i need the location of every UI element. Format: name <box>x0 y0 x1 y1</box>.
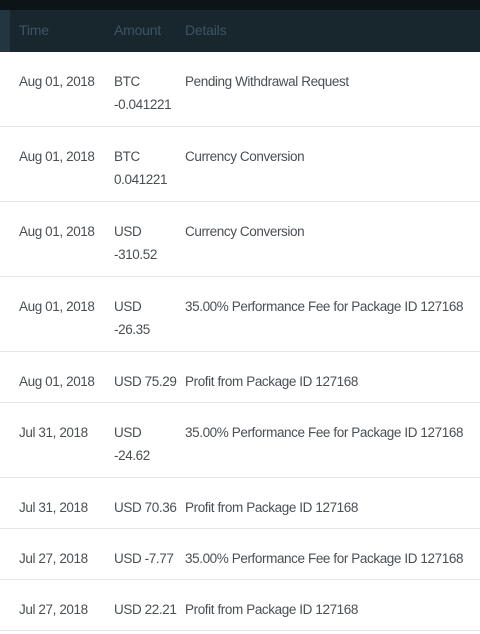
amount-line: USD <box>114 299 142 314</box>
row-details: 35.00% Performance Fee for Package ID 12… <box>185 299 464 314</box>
row-time: Aug 01, 2018 <box>19 224 95 239</box>
row-amount: USD -7.77 <box>114 547 174 570</box>
row-details: Profit from Package ID 127168 <box>185 602 358 617</box>
row-amount: BTC 0.041221 <box>114 145 168 191</box>
row-amount: USD 22.21 <box>114 598 177 621</box>
amount-line: USD 75.29 <box>114 374 177 389</box>
row-amount: USD 70.36 <box>114 496 177 519</box>
row-details: 35.00% Performance Fee for Package ID 12… <box>185 551 464 566</box>
row-details: Profit from Package ID 127168 <box>185 374 358 389</box>
amount-line: -0.041221 <box>114 97 172 112</box>
amount-line: -26.35 <box>114 322 150 337</box>
row-details: Profit from Package ID 127168 <box>185 500 358 515</box>
amount-line: USD 22.21 <box>114 602 177 617</box>
table-header: Time Amount Details <box>0 10 480 52</box>
amount-line: BTC <box>114 74 140 89</box>
table-row[interactable]: Jul 27, 2018 USD 22.21 Profit from Package… <box>0 580 480 631</box>
column-header-time[interactable]: Time <box>19 22 49 38</box>
row-amount: BTC -0.041221 <box>114 70 172 116</box>
row-details: 35.00% Performance Fee for Package ID 12… <box>185 425 464 440</box>
table-row[interactable]: Aug 01, 2018 USD -26.35 35.00% Performance … <box>0 277 480 352</box>
header-accent <box>0 10 10 52</box>
column-header-details[interactable]: Details <box>185 22 227 38</box>
column-header-amount[interactable]: Amount <box>114 22 162 38</box>
table-row[interactable]: Aug 01, 2018 USD -310.52 Currency Conversio… <box>0 202 480 277</box>
row-details: Currency Conversion <box>185 149 305 164</box>
row-time: Aug 01, 2018 <box>19 74 95 89</box>
row-amount: USD 75.29 <box>114 370 177 393</box>
table-row[interactable]: Aug 01, 2018 BTC -0.041221 Pending Withdraw… <box>0 52 480 127</box>
amount-line: BTC <box>114 149 140 164</box>
top-bar <box>0 0 480 10</box>
row-time: Jul 27, 2018 <box>19 551 88 566</box>
row-details: Pending Withdrawal Request <box>185 74 349 89</box>
row-details: Currency Conversion <box>185 224 305 239</box>
amount-line: USD -7.77 <box>114 551 174 566</box>
amount-line: -24.62 <box>114 448 150 463</box>
amount-line: USD 70.36 <box>114 500 177 515</box>
row-amount: USD -310.52 <box>114 220 157 266</box>
amount-line: USD <box>114 224 142 239</box>
row-time: Jul 27, 2018 <box>19 602 88 617</box>
amount-line: USD <box>114 425 142 440</box>
amount-line: -310.52 <box>114 247 157 262</box>
row-time: Jul 31, 2018 <box>19 500 88 515</box>
table-row[interactable]: Jul 31, 2018 USD -24.62 35.00% Performance … <box>0 403 480 478</box>
table-row[interactable]: Aug 01, 2018 USD 75.29 Profit from Package… <box>0 352 480 403</box>
row-amount: USD -26.35 <box>114 295 150 341</box>
row-time: Aug 01, 2018 <box>19 149 95 164</box>
row-time: Jul 31, 2018 <box>19 425 88 440</box>
table-row[interactable]: Jul 27, 2018 USD -7.77 35.00% Performance … <box>0 529 480 580</box>
table-row[interactable]: Aug 01, 2018 BTC 0.041221 Currency Conversi… <box>0 127 480 202</box>
table-row[interactable]: Jul 31, 2018 USD 70.36 Profit from Package… <box>0 478 480 529</box>
row-time: Aug 01, 2018 <box>19 374 95 389</box>
row-time: Aug 01, 2018 <box>19 299 95 314</box>
transaction-table-body: Aug 01, 2018 BTC -0.041221 Pending Withdraw… <box>0 52 480 631</box>
row-amount: USD -24.62 <box>114 421 150 467</box>
amount-line: 0.041221 <box>114 172 168 187</box>
